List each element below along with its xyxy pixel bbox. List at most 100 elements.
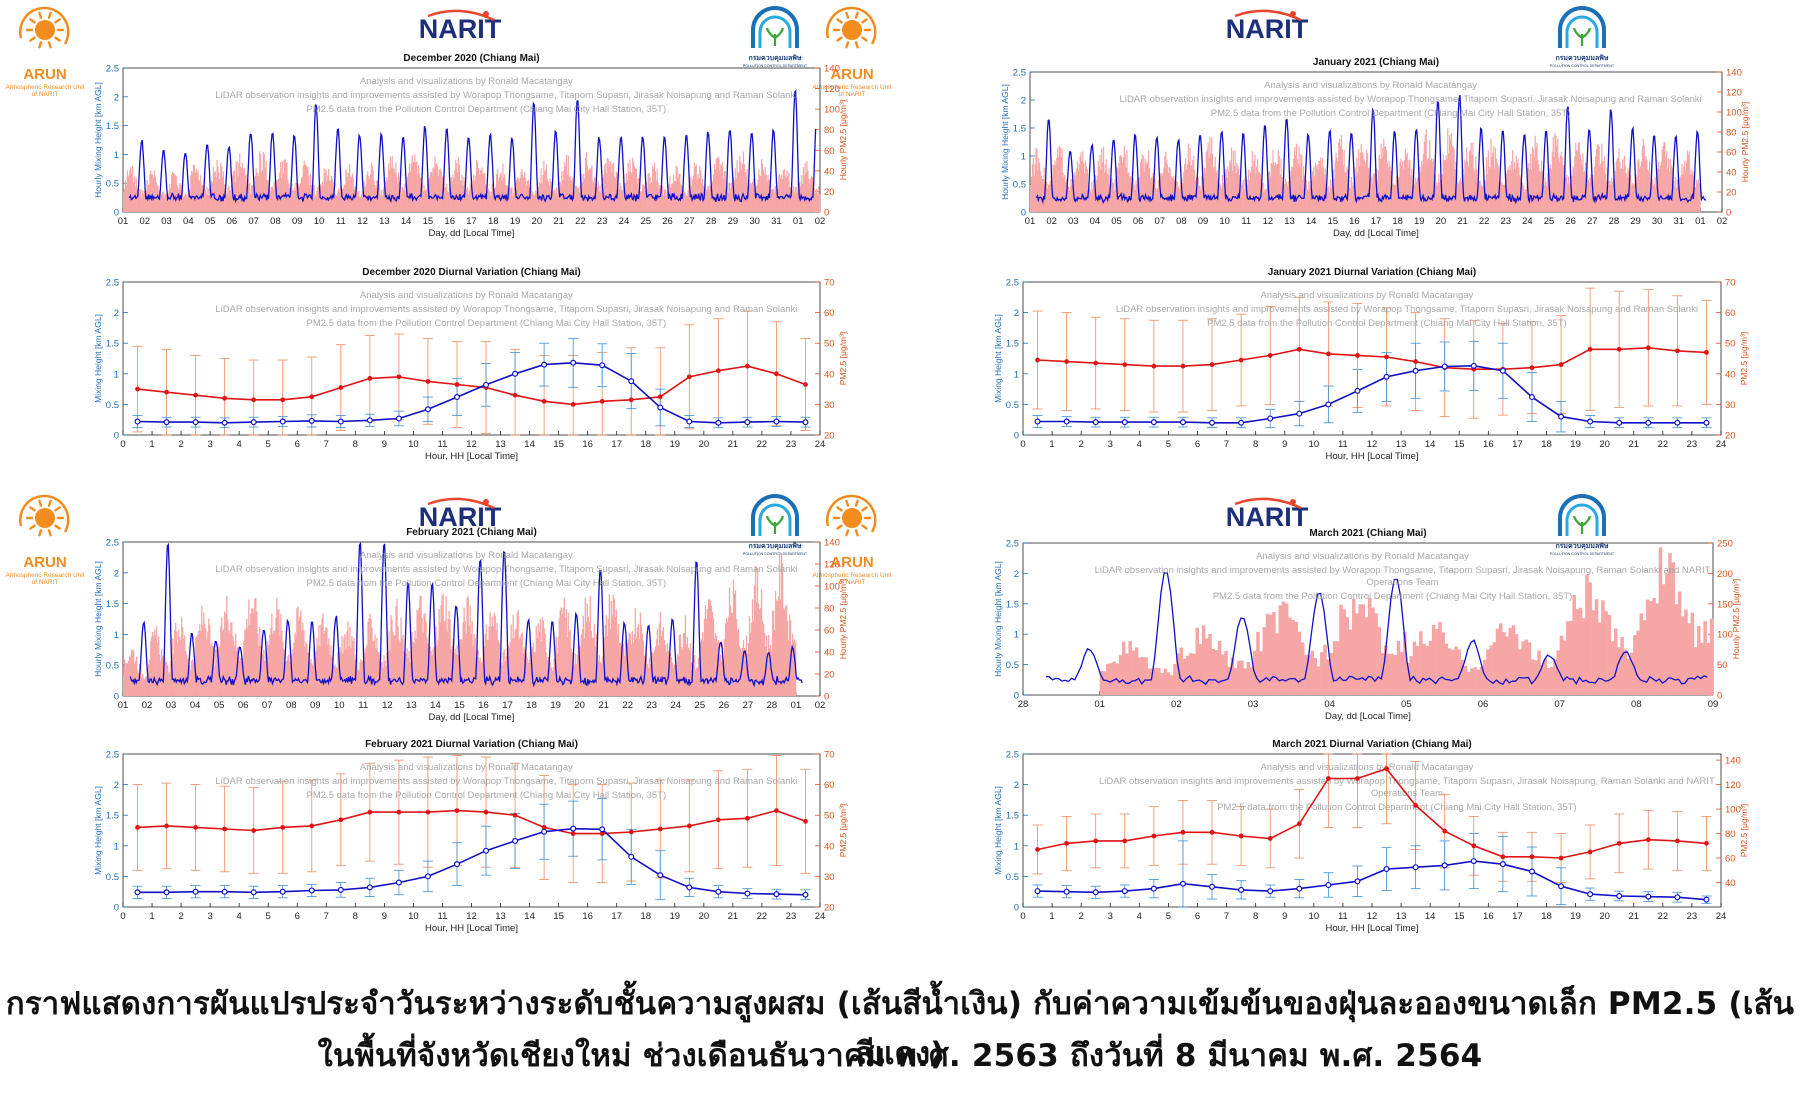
pm25-bar: [351, 636, 353, 696]
pm25-bar: [306, 644, 308, 696]
pm25-bar: [1264, 189, 1266, 212]
pm25-bar: [683, 633, 686, 696]
pm25-bar: [1197, 177, 1199, 212]
chart-title: February 2021 (Chiang Mai): [406, 527, 537, 538]
pm25-line: [1037, 767, 1707, 859]
pm25-bar: [1294, 147, 1296, 212]
left-tick-label: 1.5: [106, 599, 119, 610]
pm25-bar: [694, 166, 696, 212]
pm25-bar: [751, 181, 754, 212]
pm25-bar: [1231, 170, 1234, 212]
pm25-bar: [321, 618, 323, 696]
pm25-bar: [560, 607, 562, 696]
pm25-bar: [214, 666, 216, 696]
x-tick-label: 14: [524, 439, 535, 450]
pm25-point: [1035, 847, 1040, 852]
pm25-bar: [164, 193, 166, 212]
pm25-bar: [495, 630, 497, 696]
pm25-bar: [795, 186, 797, 212]
pm25-bar: [386, 177, 388, 212]
pm25-bar: [1157, 188, 1159, 212]
pm25-bar: [131, 173, 133, 212]
pm25-bar: [1336, 157, 1338, 212]
pm25-bar: [1272, 149, 1274, 212]
pm25-bar: [659, 185, 661, 212]
pm25-bar: [1572, 166, 1574, 212]
pm25-bar: [1650, 172, 1653, 212]
mixing-height-point: [279, 418, 286, 425]
pm25-bar: [479, 657, 481, 696]
watermark-credit: Analysis and visualizations by Ronald Ma…: [360, 762, 573, 773]
pm25-bar: [569, 629, 571, 696]
pm25-bar: [787, 640, 790, 696]
pm25-bar: [445, 187, 447, 212]
pm25-bar: [175, 176, 177, 212]
pm25-bar: [1619, 162, 1621, 212]
pm25-bar: [428, 178, 431, 212]
x-tick-label: 8: [1253, 911, 1258, 922]
pm25-bar: [439, 622, 441, 696]
pm25-bar: [129, 655, 131, 696]
pm25-bar: [1575, 142, 1577, 212]
pm25-bar: [201, 605, 203, 696]
pm25-bar: [303, 630, 305, 696]
pm25-bar: [1358, 166, 1361, 212]
pm25-bar: [1253, 160, 1255, 212]
pm25-bar: [466, 187, 469, 212]
pm25-bar: [1308, 181, 1310, 212]
pm25-bar: [191, 172, 194, 212]
pm25-bar: [455, 654, 457, 696]
pm25-bar: [453, 652, 455, 696]
mixing-height-point: [1587, 891, 1594, 898]
pm25-bar: [650, 183, 652, 212]
mixing-height-point: [1092, 889, 1099, 896]
pm25-bar: [609, 628, 611, 696]
pm25-bar: [1212, 168, 1215, 212]
pm25-bar: [1060, 156, 1062, 212]
pm25-bar: [1166, 159, 1168, 212]
pm25-bar: [709, 600, 712, 696]
pm25-bar: [1343, 149, 1345, 212]
pm25-bar: [358, 196, 361, 212]
pm25-bar: [1638, 159, 1640, 212]
mixing-height-point: [1063, 418, 1070, 425]
pm25-bar: [1595, 149, 1598, 212]
pm25-bar: [184, 193, 186, 212]
pm25-bar: [186, 197, 188, 212]
pm25-bar: [332, 663, 334, 696]
pm25-bar: [345, 169, 347, 212]
pm25-bar: [304, 164, 306, 212]
pm25-bar: [656, 168, 658, 212]
pm25-bar: [1053, 165, 1055, 212]
pm25-bar: [1097, 160, 1099, 212]
pm25-bar: [716, 159, 718, 212]
pm25-bar: [1388, 160, 1390, 212]
x-tick-label: 6: [1195, 439, 1200, 450]
pm25-bar: [604, 165, 606, 212]
pm25-bar: [1583, 171, 1585, 212]
pm25-bar: [1412, 185, 1414, 212]
pm25-bar: [654, 646, 657, 696]
pm25-bar: [150, 170, 152, 212]
pm25-bar: [392, 632, 394, 696]
pm25-bar: [300, 610, 302, 696]
pm25-bar: [1256, 166, 1258, 212]
pm25-bar: [315, 196, 317, 212]
pm25-bar: [1483, 177, 1485, 212]
pm25-bar: [169, 672, 171, 696]
pm25-bar: [1666, 150, 1668, 212]
right-tick-label: 120: [824, 560, 840, 571]
left-tick-label: 0.5: [1006, 660, 1019, 671]
pm25-bar: [1393, 655, 1398, 695]
pm25-bar: [1189, 653, 1193, 695]
pm25-bar: [1637, 160, 1639, 212]
pm25-bar: [1687, 623, 1691, 695]
pm25-bar: [425, 621, 427, 696]
pm25-bar: [1326, 186, 1328, 212]
pm25-bar: [222, 630, 224, 696]
watermark-data-source: PM2.5 data from the Pollution Control De…: [307, 578, 667, 589]
pm25-bar: [223, 629, 225, 696]
pm25-bar: [1402, 161, 1404, 212]
pm25-bar: [326, 180, 328, 212]
